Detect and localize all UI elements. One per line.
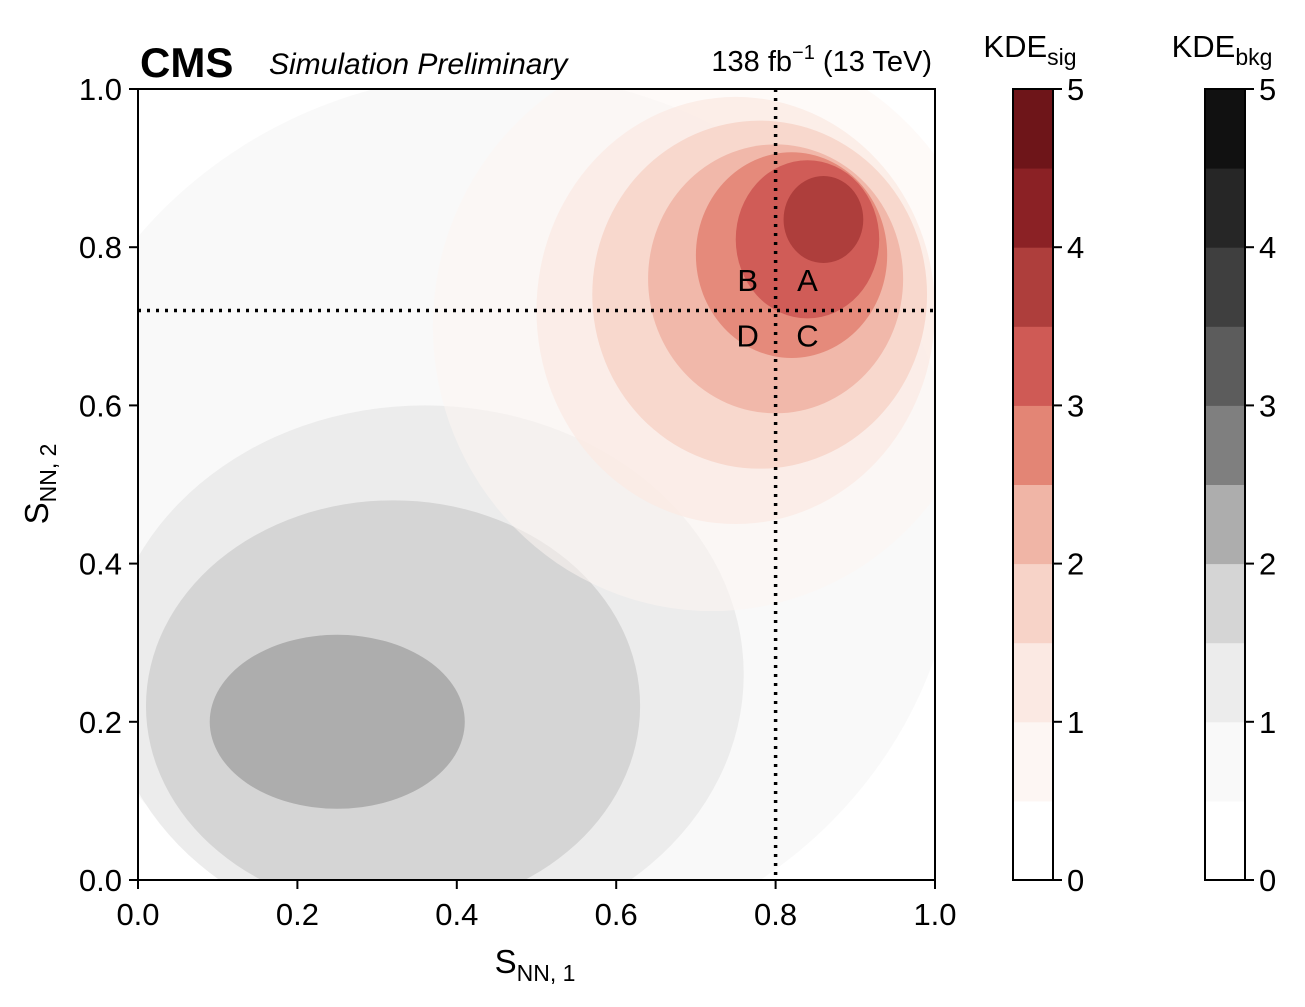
colorbar-signal-segment xyxy=(1013,168,1053,248)
colorbar-signal: KDEsig 0 1 2 3 4 5 xyxy=(983,29,1084,898)
colorbar-signal-segment xyxy=(1013,405,1053,485)
y-tick-label: 0.0 xyxy=(79,863,122,898)
plot-frame xyxy=(137,88,936,881)
colorbar-signal-tick-label: 5 xyxy=(1067,72,1084,107)
region-labels: A B C D xyxy=(737,263,819,353)
luminosity-label: 138 fb−1 (13 TeV) xyxy=(711,42,932,78)
y-axis-ticks: 0.0 0.2 0.4 0.6 0.8 1.0 xyxy=(79,72,138,898)
colorbar-background-tick-label: 3 xyxy=(1259,388,1276,423)
colorbar-background-tick-label: 4 xyxy=(1259,230,1276,265)
x-tick-label: 0.2 xyxy=(276,897,319,932)
colorbar-signal-segment xyxy=(1013,563,1053,644)
region-label-a: A xyxy=(797,263,818,298)
colorbar-signal-segment xyxy=(1013,642,1053,723)
y-tick-label: 0.4 xyxy=(79,547,122,582)
colorbar-signal-segment xyxy=(1013,721,1053,802)
colorbar-background-segment xyxy=(1205,563,1245,644)
y-tick-label: 0.2 xyxy=(79,705,122,740)
colorbar-background: KDEbkg 0 1 2 3 4 5 xyxy=(1172,29,1277,898)
colorbar-background-segment xyxy=(1205,484,1245,565)
colorbar-background-segment xyxy=(1205,642,1245,723)
colorbar-signal-segment xyxy=(1013,89,1053,169)
signal-kde-contours xyxy=(432,89,935,611)
colorbar-background-segment xyxy=(1205,168,1245,248)
colorbar-background-tick-label: 0 xyxy=(1259,863,1276,898)
x-tick-label: 0.4 xyxy=(435,897,478,932)
colorbar-signal-tick-label: 2 xyxy=(1067,547,1084,582)
y-tick-label: 0.8 xyxy=(79,230,122,265)
colorbar-background-segment xyxy=(1205,405,1245,485)
y-axis-title: SNN, 2 xyxy=(18,444,61,525)
sig-contour-level-7 xyxy=(783,176,864,264)
colorbar-background-segment xyxy=(1205,89,1245,169)
y-tick-label: 0.6 xyxy=(79,388,122,423)
x-axis-title: SNN, 1 xyxy=(495,943,576,986)
colorbar-signal-segment xyxy=(1013,800,1053,881)
x-tick-label: 1.0 xyxy=(913,897,956,932)
colorbar-background-segment xyxy=(1205,326,1245,406)
experiment-logo: CMS xyxy=(140,39,233,86)
colorbar-signal-segment xyxy=(1013,247,1053,327)
colorbar-signal-segment xyxy=(1013,484,1053,565)
y-tick-label: 1.0 xyxy=(79,72,122,107)
colorbar-background-segment xyxy=(1205,721,1245,802)
colorbar-background-segment xyxy=(1205,247,1245,327)
region-label-b: B xyxy=(737,263,758,298)
bkg-contour-level-4 xyxy=(209,634,465,809)
colorbar-signal-title: KDEsig xyxy=(983,29,1076,70)
colorbar-signal-segment xyxy=(1013,326,1053,406)
colorbar-signal-tick-label: 1 xyxy=(1067,705,1084,740)
x-tick-label: 0.0 xyxy=(116,897,159,932)
colorbar-background-frame xyxy=(1204,88,1246,881)
x-tick-label: 0.6 xyxy=(595,897,638,932)
region-label-c: C xyxy=(796,318,818,353)
colorbar-signal-frame xyxy=(1012,88,1054,881)
x-axis-ticks: 0.0 0.2 0.4 0.6 0.8 1.0 xyxy=(116,880,957,932)
region-label-d: D xyxy=(737,318,759,353)
colorbar-background-tick-label: 5 xyxy=(1259,72,1276,107)
colorbar-background-tick-label: 2 xyxy=(1259,547,1276,582)
colorbar-signal-tick-label: 0 xyxy=(1067,863,1084,898)
colorbar-signal-tick-label: 4 xyxy=(1067,230,1084,265)
colorbar-background-title: KDEbkg xyxy=(1172,29,1273,70)
contour-plot-area: A B C D xyxy=(138,89,935,880)
status-label: Simulation Preliminary xyxy=(269,48,569,81)
x-tick-label: 0.8 xyxy=(754,897,797,932)
colorbar-background-tick-label: 1 xyxy=(1259,705,1276,740)
colorbar-signal-tick-label: 3 xyxy=(1067,388,1084,423)
colorbar-background-segment xyxy=(1205,800,1245,881)
